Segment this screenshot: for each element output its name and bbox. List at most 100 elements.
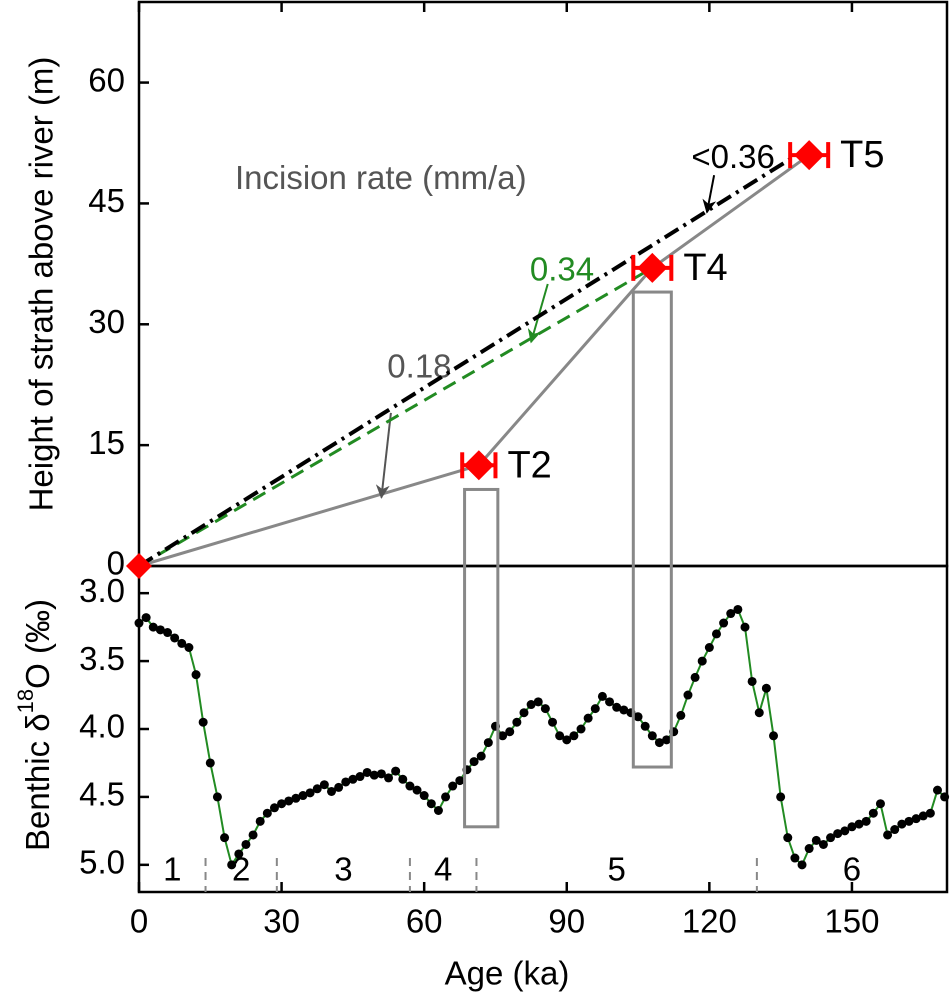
top-y-tick-label: 0 [107,545,125,582]
d18O-point [754,708,764,718]
bottom-y-tick-label: 4.5 [79,776,125,813]
stage-label: 3 [334,850,352,887]
d18O-point [555,731,565,741]
terrace-marker [794,140,825,171]
d18O-point [177,638,187,648]
d18O-point [405,781,415,791]
d18O-point [526,700,536,710]
d18O-point [747,676,757,686]
d18O-point [426,799,436,809]
d18O-point [505,727,515,737]
d18O-point [519,708,529,718]
terrace-label: T5 [840,134,884,176]
d18O-point [883,830,893,840]
d18O-point [911,814,921,824]
d18O-point [890,825,900,835]
d18O-point [562,735,572,745]
d18O-point [640,721,650,731]
d18O-point [918,811,928,821]
top-y-tick-label: 45 [88,182,125,219]
d18O-point [248,830,258,840]
d18O-point [690,672,700,682]
d18O-point [227,860,237,870]
d18O-point [726,609,736,619]
d18O-point [633,712,643,722]
bottom-y-tick-label: 4.0 [79,708,125,745]
d18O-point [184,643,194,652]
x-tick-label: 60 [406,903,443,940]
d18O-point [448,781,458,791]
rate-line-solid [138,153,811,568]
d18O-point [797,860,807,870]
d18O-point [875,799,885,809]
d18O-point [833,829,843,839]
d18O-point [455,776,465,786]
d18O-point [897,819,907,829]
x-tick-label: 150 [824,903,879,940]
origin-marker [126,553,152,579]
d18O-point [334,782,344,792]
d18O-point [704,643,714,652]
terrace-label: T4 [683,247,727,289]
d18O-point [170,633,180,643]
correlation-box [631,290,673,769]
d18O-point [597,691,607,701]
d18O-point [548,717,558,727]
terrace-marker [463,450,494,481]
rate-arrow [527,283,549,344]
d18O-point [348,774,358,784]
d18O-point [697,656,707,666]
bottom-y-tick-label: 3.0 [79,572,125,609]
correlation-box [463,487,500,829]
d18O-point [932,785,942,795]
d18O-point [790,853,800,863]
d18O-point [312,784,322,794]
stage-label: 6 [843,850,861,887]
d18O-point [861,816,871,826]
top-y-axis-title: Height of strath above river (m) [23,57,60,512]
d18O-point [384,773,394,783]
top-y-tick-label: 15 [88,424,125,461]
top-y-tick-label: 60 [88,61,125,98]
x-tick-label: 90 [548,903,585,940]
d18O-point [141,613,151,623]
x-tick-label: 120 [682,903,737,940]
d18O-point [498,731,508,741]
rate-lines: 0.180.34<0.36 [137,138,811,568]
rate-line-dashdot [137,157,792,568]
d18O-point [719,618,729,628]
d18O-point [469,757,479,767]
d18O-point [769,731,779,741]
d18O-point [740,622,750,632]
d18O-point [904,816,914,826]
rate-line-dashed [138,266,654,568]
d18O-point [654,738,664,748]
d18O-point [576,724,586,734]
d18O-point [163,628,173,638]
d18O-point [134,618,144,628]
stage-label: 5 [607,850,625,887]
d18O-point [804,844,814,854]
d18O-point [391,766,401,776]
d18O-point [512,717,522,727]
d18O-point [683,690,693,700]
d18O-point [940,792,950,802]
x-axis-title: Age (ka) [445,955,570,992]
rate-label: 0.34 [530,251,594,288]
bottom-y-title-pre: Benthic δ [19,713,56,851]
d18O-point [733,604,743,614]
bottom-y-tick-label: 5.0 [79,844,125,881]
d18O-point [191,670,201,680]
bottom-panel: 3.0 3.5 4.0 4.5 5.0 Benthic δ18O (‰) 1 2 3 4 5 6 [13,564,950,894]
d18O-point [818,839,828,849]
d18O-point [277,799,287,809]
d18O-point [761,683,771,693]
d18O-point [205,758,215,768]
d18O-point [212,792,222,802]
d18O-point [569,731,579,741]
d18O-point [483,738,493,748]
top-y-axis: 0 15 30 45 60 [88,61,149,582]
d18O-point [868,808,878,818]
d18O-point [662,735,672,745]
d18O-point [533,697,543,707]
